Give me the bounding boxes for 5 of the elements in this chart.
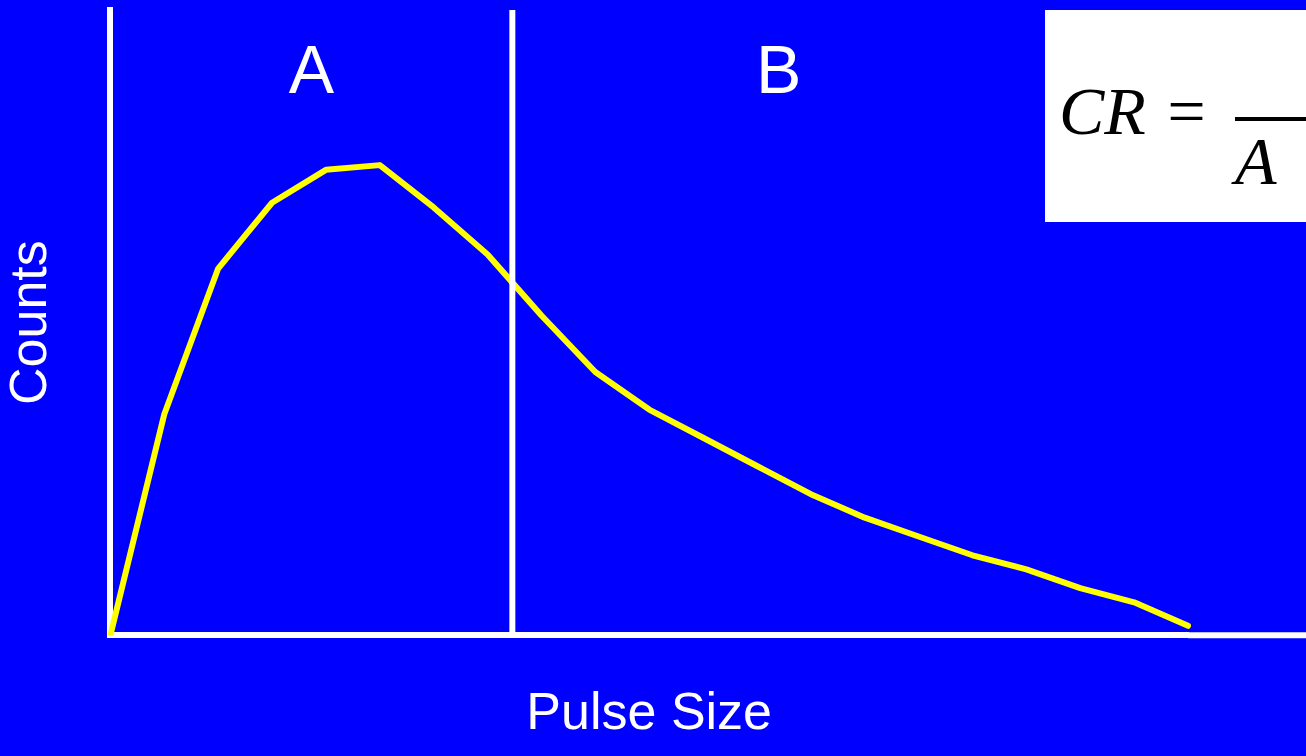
- y-axis-title: Counts: [0, 240, 57, 405]
- x-axis-title: Pulse Size: [526, 682, 773, 741]
- formula-box: CR = A: [1045, 10, 1306, 222]
- text: A: [288, 30, 335, 108]
- text: B: [755, 30, 802, 108]
